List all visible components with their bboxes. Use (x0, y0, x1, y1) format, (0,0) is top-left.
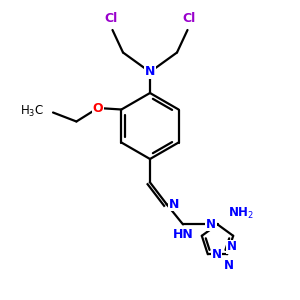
Text: HN: HN (172, 228, 194, 241)
Text: N: N (169, 197, 179, 211)
Text: N: N (145, 65, 155, 79)
Text: N: N (212, 248, 221, 261)
Text: N: N (227, 240, 237, 253)
Text: Cl: Cl (104, 12, 118, 25)
Text: O: O (93, 101, 103, 115)
Text: Cl: Cl (182, 12, 196, 25)
Text: N: N (224, 259, 234, 272)
Text: N: N (206, 218, 216, 231)
Text: NH$_2$: NH$_2$ (228, 206, 254, 220)
Text: H$_3$C: H$_3$C (20, 104, 44, 119)
